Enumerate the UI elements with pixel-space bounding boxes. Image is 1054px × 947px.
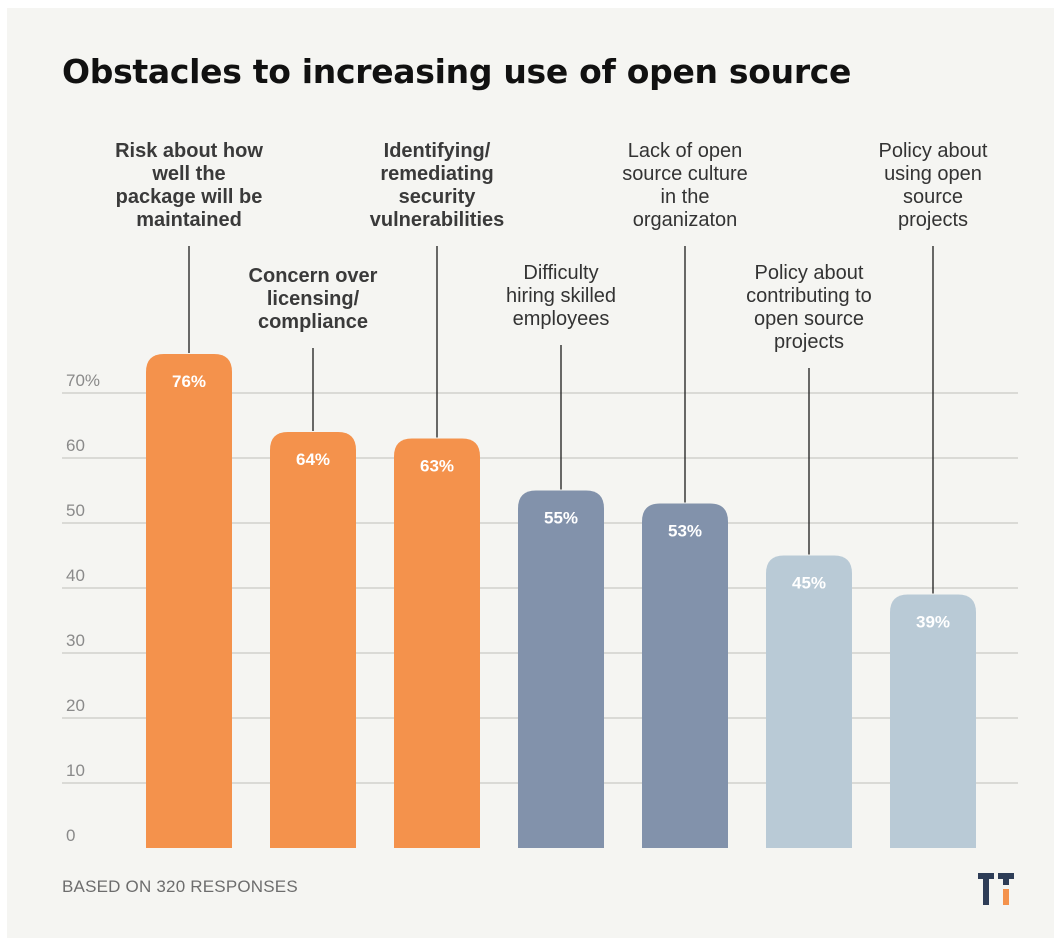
bar bbox=[890, 594, 976, 848]
bar-value-label: 63% bbox=[420, 457, 454, 476]
bar-value-label: 55% bbox=[544, 509, 578, 528]
bar bbox=[518, 490, 604, 848]
y-tick-label: 0 bbox=[66, 826, 75, 845]
category-label: Risk about how well the package will be mai… bbox=[115, 140, 263, 231]
category-label: Identifying/remediating security vulnerabi… bbox=[370, 140, 505, 231]
brand-logo-icon bbox=[978, 873, 1014, 905]
bar bbox=[146, 354, 232, 848]
bar bbox=[394, 438, 480, 848]
y-tick-label: 20 bbox=[66, 696, 85, 715]
bar bbox=[270, 432, 356, 848]
y-tick-label: 10 bbox=[66, 761, 85, 780]
bar-value-label: 64% bbox=[296, 450, 330, 469]
category-labels: Risk about how well the package will be mai… bbox=[115, 140, 988, 594]
chart-title: Obstacles to increasing use of open sour… bbox=[62, 52, 852, 91]
bar-value-label: 45% bbox=[792, 574, 826, 593]
bar-value-label: 76% bbox=[172, 372, 206, 391]
responses-note: BASED ON 320 RESPONSES bbox=[62, 877, 298, 896]
category-label: Policy about contributing to open source pr… bbox=[746, 262, 872, 353]
category-label: Concern over licensing/compliance bbox=[249, 265, 378, 333]
y-tick-label: 50 bbox=[66, 501, 85, 520]
y-tick-label: 60 bbox=[66, 436, 85, 455]
y-tick-label: 70% bbox=[66, 371, 100, 390]
y-tick-label: 40 bbox=[66, 566, 85, 585]
bar-value-label: 39% bbox=[916, 613, 950, 632]
bars: 76% 64% 63% 55% 53% 45% 39% bbox=[146, 354, 976, 848]
category-label: Policy about using open source projects bbox=[879, 140, 988, 231]
bar bbox=[766, 555, 852, 848]
bar-value-label: 53% bbox=[668, 522, 702, 541]
y-tick-label: 30 bbox=[66, 631, 85, 650]
bar bbox=[642, 503, 728, 848]
category-label: Lack of open source culture in the organiza… bbox=[622, 140, 748, 231]
category-label: Difficulty hiring skilled employees bbox=[506, 262, 616, 330]
